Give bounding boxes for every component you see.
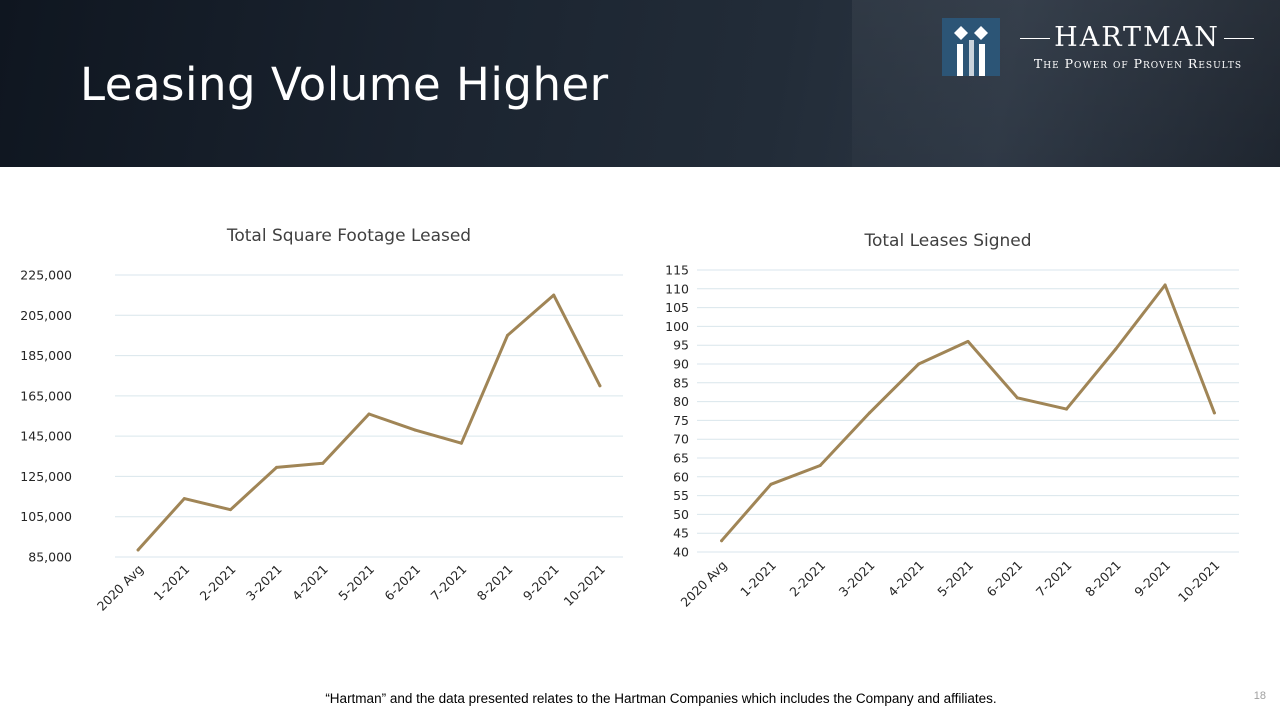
data-point <box>275 465 279 469</box>
y-tick-label: 45 <box>673 526 689 541</box>
x-tick-label: 2-2021 <box>197 562 239 604</box>
data-point <box>966 339 970 343</box>
series-line <box>720 283 1216 543</box>
y-tick-label: 100 <box>665 319 689 334</box>
data-point <box>413 428 417 432</box>
x-tick-label: 2-2021 <box>786 558 828 600</box>
header-banner: Leasing Volume Higher HARTMAN The Power … <box>0 0 1280 167</box>
x-tick-label: 5-2021 <box>934 558 976 600</box>
y-tick-label: 145,000 <box>20 429 72 444</box>
x-tick-label: 10-2021 <box>560 562 608 610</box>
y-tick-label: 165,000 <box>20 388 72 403</box>
y-tick-label: 85 <box>673 375 689 390</box>
y-tick-label: 185,000 <box>20 348 72 363</box>
data-point <box>136 548 140 552</box>
y-tick-label: 205,000 <box>20 308 72 323</box>
data-point <box>1015 396 1019 400</box>
x-tick-label: 1-2021 <box>737 558 779 600</box>
data-point <box>1114 347 1118 351</box>
x-tick-label: 6-2021 <box>381 562 423 604</box>
data-point <box>1065 407 1069 411</box>
x-tick-label: 2020 Avg <box>94 562 146 614</box>
y-tick-label: 90 <box>673 357 689 372</box>
data-point <box>818 464 822 468</box>
y-tick-label: 225,000 <box>20 268 72 283</box>
leases-signed-chart: Total Leases Signed 40 45 50 55 60 65 70 75 80 85 9… <box>665 231 1239 610</box>
x-tick-label: 8-2021 <box>1082 558 1124 600</box>
y-tick-label: 40 <box>673 545 689 560</box>
x-tick-label: 9-2021 <box>520 562 562 604</box>
hartman-logo: HARTMAN The Power of Proven Results <box>942 18 1272 80</box>
data-point <box>598 384 602 388</box>
x-tick-label: 1-2021 <box>150 562 192 604</box>
data-point <box>552 293 556 297</box>
data-point <box>720 539 724 543</box>
square-footage-chart: Total Square Footage Leased 85,000 105,000… <box>20 226 623 614</box>
footer-disclaimer: “Hartman” and the data presented relates… <box>0 691 1280 706</box>
x-tick-label: 4-2021 <box>885 558 927 600</box>
logo-name: HARTMAN <box>1012 22 1262 54</box>
x-tick-label: 5-2021 <box>335 562 377 604</box>
disclaimer-text: “Hartman” and the data presented relates… <box>325 691 997 706</box>
data-point <box>1163 283 1167 287</box>
x-tick-label: 7-2021 <box>1033 558 1075 600</box>
y-tick-label: 105,000 <box>20 509 72 524</box>
x-tick-label: 8-2021 <box>474 562 516 604</box>
x-tick-label: 6-2021 <box>983 558 1025 600</box>
y-tick-label: 105 <box>665 300 689 315</box>
y-tick-label: 50 <box>673 507 689 522</box>
logo-tagline: The Power of Proven Results <box>1033 56 1243 71</box>
data-point <box>917 362 921 366</box>
diamond-columns-icon <box>942 18 1000 76</box>
y-tick-label: 125,000 <box>20 469 72 484</box>
x-tick-label: 9-2021 <box>1131 558 1173 600</box>
x-tick-label: 3-2021 <box>243 562 285 604</box>
y-tick-label: 95 <box>673 338 689 353</box>
y-tick-label: 70 <box>673 432 689 447</box>
data-point <box>459 441 463 445</box>
data-point <box>506 333 510 337</box>
y-tick-label: 115 <box>665 263 689 278</box>
y-tick-label: 80 <box>673 394 689 409</box>
page-title: Leasing Volume Higher <box>80 58 609 111</box>
data-point <box>1212 411 1216 415</box>
y-tick-label: 55 <box>673 488 689 503</box>
chart-title: Total Square Footage Leased <box>226 226 471 246</box>
data-point <box>228 508 232 512</box>
y-tick-label: 110 <box>665 281 689 296</box>
data-point <box>367 412 371 416</box>
y-tick-label: 85,000 <box>28 550 72 565</box>
x-tick-label: 3-2021 <box>836 558 878 600</box>
series-line <box>136 293 602 552</box>
x-tick-label: 7-2021 <box>428 562 470 604</box>
x-tick-label: 4-2021 <box>289 562 331 604</box>
x-tick-label: 2020 Avg <box>677 558 729 610</box>
data-point <box>182 497 186 501</box>
page-number: 18 <box>1253 690 1266 702</box>
y-tick-label: 60 <box>673 469 689 484</box>
y-tick-label: 75 <box>673 413 689 428</box>
data-point <box>867 411 871 415</box>
data-point <box>321 461 325 465</box>
data-point <box>769 482 773 486</box>
chart-title: Total Leases Signed <box>863 231 1031 251</box>
x-tick-label: 10-2021 <box>1175 558 1223 606</box>
y-tick-label: 65 <box>673 451 689 466</box>
